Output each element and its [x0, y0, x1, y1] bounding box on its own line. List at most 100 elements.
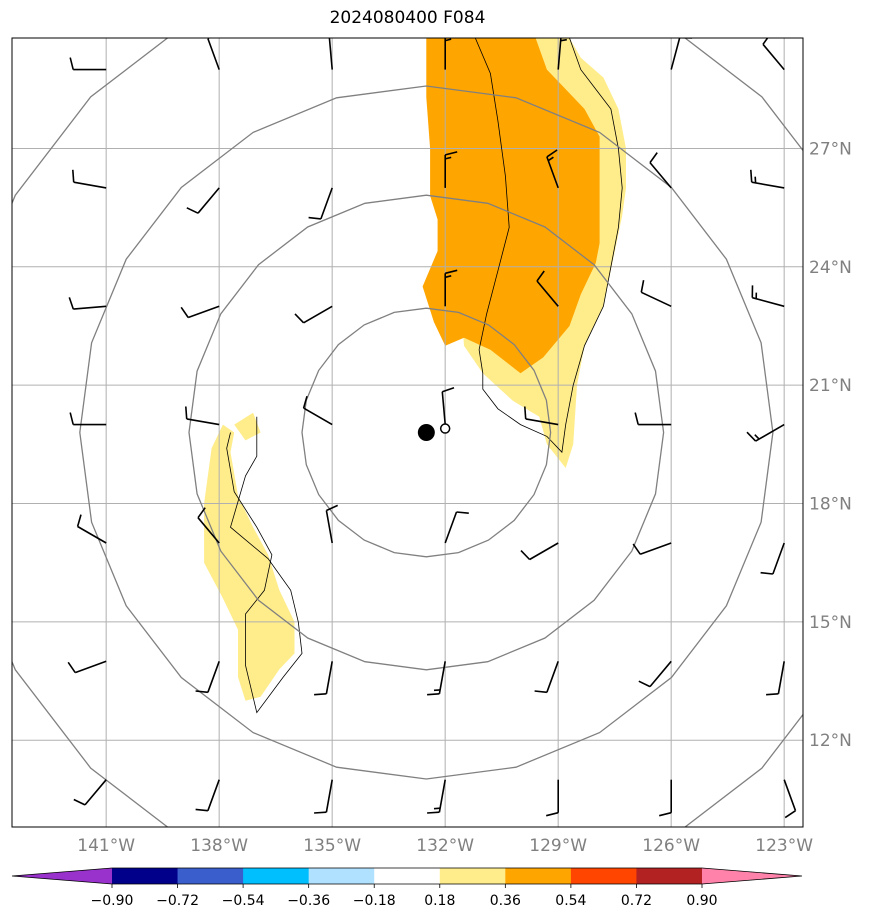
wind-barb	[638, 660, 672, 688]
wind-barb	[524, 406, 559, 426]
wind-barb-staff	[438, 661, 446, 694]
wind-barb	[325, 504, 339, 544]
wind-barb-flag	[314, 693, 327, 696]
wind-barb	[444, 511, 469, 544]
longitude-label: 135°W	[303, 836, 361, 856]
wind-barb-flag	[445, 269, 458, 275]
wind-barb-staff	[762, 43, 785, 71]
colorbar-segment	[243, 868, 310, 884]
wind-barb-flag	[294, 313, 305, 324]
wind-barb-staff	[441, 391, 446, 425]
shaded-region	[422, 38, 600, 374]
wind-barb-flag	[442, 386, 455, 393]
wind-barb-flag	[427, 811, 440, 814]
wind-barb-flag	[185, 406, 188, 419]
wind-barb-staff	[73, 305, 107, 310]
wind-barb-staff	[640, 291, 672, 308]
wind-barb-flag	[195, 690, 208, 694]
wind-barb-flag	[760, 571, 773, 575]
wind-barb-staff	[670, 38, 681, 70]
contour-outline-layer	[226, 38, 623, 714]
wind-barb-staff	[438, 779, 446, 813]
colorbar-tick-label: 0.18	[424, 893, 455, 909]
wind-barb	[294, 305, 333, 324]
wind-barb-flag	[762, 38, 769, 45]
wind-barb-flag	[659, 811, 672, 817]
wind-barb-flag	[750, 169, 753, 183]
wind-barbs-layer	[67, 35, 797, 819]
wind-barb	[207, 38, 220, 70]
wind-barb-flag	[197, 507, 206, 519]
wind-barb	[760, 542, 785, 575]
shaded-region	[234, 412, 261, 441]
wind-barb-half-flag	[547, 156, 554, 162]
shaded-contour-layer	[204, 38, 626, 701]
wind-barb-staff	[328, 38, 333, 70]
wind-barb-half-flag	[445, 38, 452, 42]
wind-barb-flag	[632, 543, 641, 555]
wind-barb	[314, 779, 333, 814]
wind-barb-staff	[755, 423, 785, 442]
wind-barb-staff	[536, 280, 559, 307]
wind-barb-flag	[186, 207, 199, 214]
longitude-label: 141°W	[77, 836, 135, 856]
colorbar-tick-label: 0.54	[555, 893, 586, 909]
wind-barb	[750, 169, 785, 189]
latitude-label: 24°N	[809, 258, 852, 278]
lat-lon-gridlines	[12, 38, 803, 827]
wind-barb-flag	[302, 395, 308, 409]
wind-barb-flag	[308, 216, 321, 220]
longitude-label: 129°W	[529, 836, 587, 856]
wind-barb-half-flag	[754, 434, 760, 440]
range-ring	[301, 307, 552, 558]
wind-barb-flag	[534, 690, 547, 694]
wind-barb	[659, 779, 673, 817]
wind-barb-flag	[536, 270, 545, 282]
wind-barb-staff	[303, 407, 333, 426]
wind-barb-flag	[766, 693, 779, 696]
wind-barb-staff	[77, 525, 107, 544]
wind-barb-staff	[639, 542, 672, 555]
wind-barb-flag	[68, 297, 75, 310]
wind-barb-staff	[444, 511, 458, 544]
wind-barb	[328, 38, 333, 70]
wind-barb-flag	[524, 406, 527, 419]
wind-barb	[746, 423, 785, 442]
wind-barb-staff	[325, 661, 333, 694]
wind-barb	[520, 542, 559, 561]
wind-barb-staff	[325, 779, 333, 813]
wind-barb	[534, 661, 559, 694]
wind-barb-staff	[557, 38, 562, 70]
wind-barb	[427, 779, 446, 814]
wind-barb-staff	[325, 510, 333, 544]
wind-barb	[427, 661, 446, 696]
colorbar-segment	[636, 868, 703, 884]
wind-barb	[68, 297, 107, 310]
wind-barb	[72, 169, 107, 189]
wind-barb	[751, 285, 785, 308]
wind-barb	[185, 406, 220, 426]
wind-barb	[67, 660, 107, 674]
colorbar-tick-label: −0.18	[353, 893, 396, 909]
wind-barb-flag	[195, 808, 208, 812]
range-ring	[188, 194, 665, 671]
wind-barb	[444, 151, 458, 188]
storm-markers	[417, 423, 451, 441]
wind-barb-staff	[186, 418, 220, 426]
colorbar-segment	[177, 868, 244, 884]
wind-barb-staff	[777, 661, 785, 694]
wind-barb-flag	[69, 57, 74, 70]
wind-barb-flag	[561, 35, 573, 37]
wind-barb-staff	[207, 38, 220, 70]
latitude-label: 12°N	[809, 731, 852, 751]
colorbar-tick-label: 0.72	[621, 893, 652, 909]
colorbar-segment	[374, 868, 441, 884]
longitude-label: 126°W	[642, 836, 700, 856]
colorbar-segment	[439, 868, 506, 884]
range-ring	[79, 85, 774, 780]
wind-barb	[649, 152, 672, 189]
wind-barb-staff	[546, 661, 559, 693]
wind-barb-staff	[752, 296, 785, 308]
wind-barb	[73, 779, 107, 806]
latitude-label: 21°N	[809, 376, 852, 396]
